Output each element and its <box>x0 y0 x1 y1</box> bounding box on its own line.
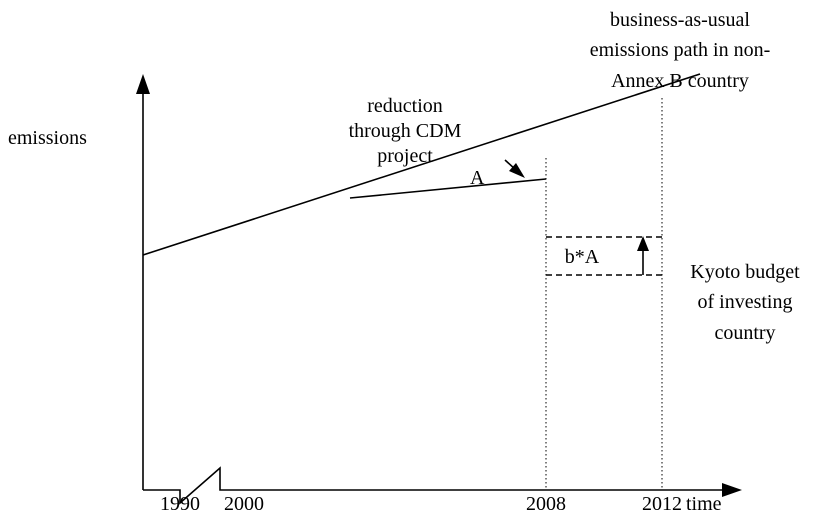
bau-label: Annex B country <box>611 70 749 92</box>
x-tick-label: 2012 <box>642 493 682 515</box>
bau-path <box>142 73 701 256</box>
cdm-label: reduction <box>367 95 443 117</box>
cdm-label: through CDM <box>349 120 462 142</box>
x-axis <box>143 466 722 505</box>
x-axis-arrow <box>722 483 742 497</box>
bau-label: emissions path in non- <box>590 39 771 61</box>
bau-label: business-as-usual <box>610 9 750 31</box>
y-axis-label: emissions <box>8 127 87 149</box>
x-tick-label: 1990 <box>160 493 200 515</box>
area-label: A <box>470 167 485 189</box>
kyoto-label: country <box>714 322 775 344</box>
x-tick-label: 2008 <box>526 493 566 515</box>
kyoto-label: Kyoto budget <box>690 261 800 283</box>
kyoto-label: of investing <box>698 291 793 313</box>
x-tick-label: 2000 <box>224 493 264 515</box>
reduction-arrow-head <box>509 163 525 178</box>
x-axis-label: time <box>686 493 722 515</box>
cdm-label: project <box>377 145 433 167</box>
credit-arrow-head <box>637 236 649 251</box>
credit-label: b*A <box>565 246 600 268</box>
y-axis-arrow <box>136 74 150 94</box>
cdm-path <box>349 178 547 199</box>
